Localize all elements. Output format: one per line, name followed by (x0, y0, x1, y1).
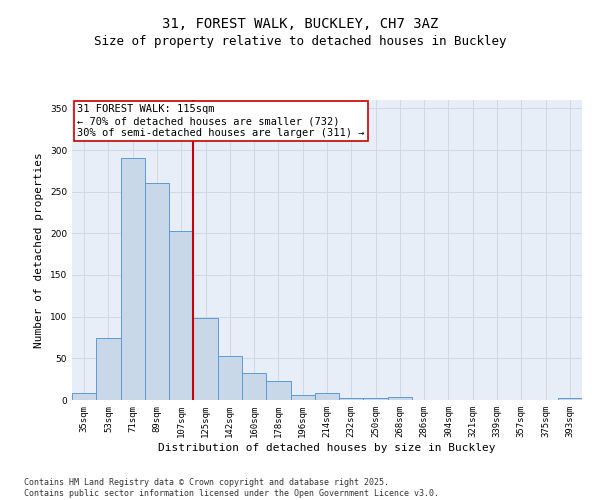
X-axis label: Distribution of detached houses by size in Buckley: Distribution of detached houses by size … (158, 442, 496, 452)
Bar (72, 394, 96, 400)
Bar (339, 398, 364, 400)
Bar (364, 398, 388, 400)
Bar (558, 398, 582, 400)
Bar (169, 231, 193, 400)
Bar (218, 356, 242, 400)
Text: Size of property relative to detached houses in Buckley: Size of property relative to detached ho… (94, 35, 506, 48)
Bar (145, 184, 169, 400)
Y-axis label: Number of detached properties: Number of detached properties (34, 152, 44, 348)
Text: Contains HM Land Registry data © Crown copyright and database right 2025.
Contai: Contains HM Land Registry data © Crown c… (24, 478, 439, 498)
Text: 31, FOREST WALK, BUCKLEY, CH7 3AZ: 31, FOREST WALK, BUCKLEY, CH7 3AZ (162, 18, 438, 32)
Bar (290, 395, 315, 400)
Bar (193, 318, 218, 400)
Bar (121, 158, 145, 400)
Bar (96, 338, 121, 400)
Bar (242, 374, 266, 400)
Bar (388, 396, 412, 400)
Bar (266, 381, 290, 400)
Bar (315, 394, 339, 400)
Text: 31 FOREST WALK: 115sqm
← 70% of detached houses are smaller (732)
30% of semi-de: 31 FOREST WALK: 115sqm ← 70% of detached… (77, 104, 365, 138)
